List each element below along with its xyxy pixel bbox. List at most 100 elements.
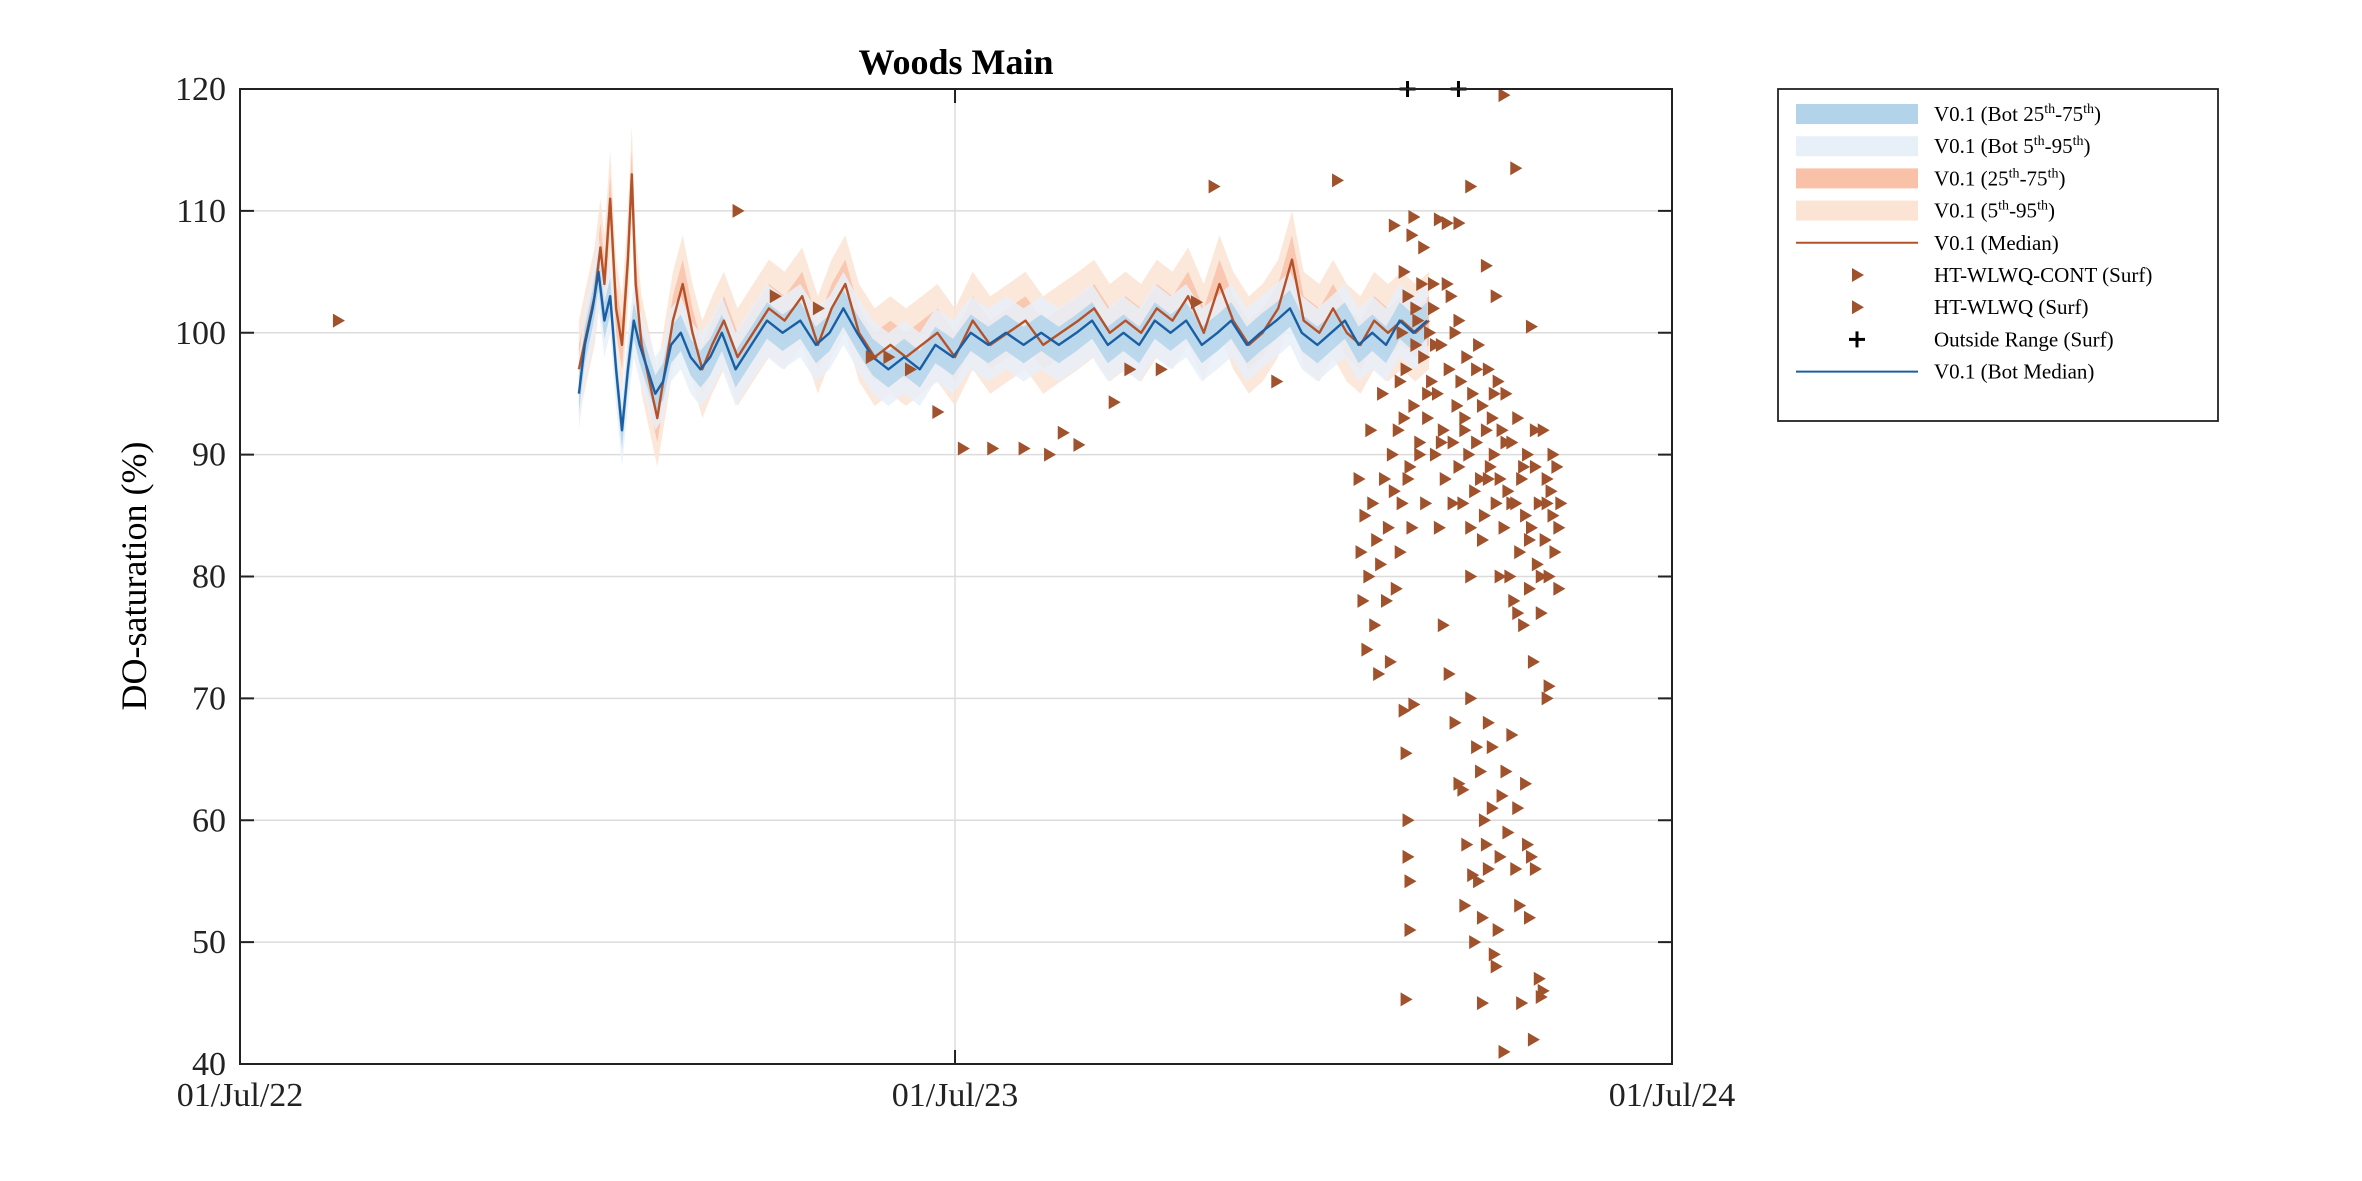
- sample-marker: [1518, 459, 1531, 474]
- legend-item: V0.1 (Bot Median): [1796, 360, 2094, 384]
- sample-marker: [1484, 459, 1497, 474]
- sample-marker: [1553, 520, 1566, 535]
- legend-item: Outside Range (Surf): [1849, 327, 2114, 351]
- y-tick-label: 80: [192, 559, 226, 596]
- sample-marker: [1402, 813, 1415, 828]
- sample-marker: [1465, 179, 1478, 194]
- legend-item: HT-WLWQ-CONT (Surf): [1852, 263, 2152, 287]
- sample-marker: [1527, 1032, 1540, 1047]
- sample-marker: [1398, 411, 1411, 426]
- sample-marker: [1520, 508, 1533, 523]
- sample-marker: [1541, 472, 1554, 486]
- sample-marker: [1490, 289, 1503, 304]
- sample-marker: [1547, 508, 1560, 523]
- sample-marker: [1396, 325, 1409, 340]
- sample-marker: [1353, 472, 1366, 486]
- sample-marker: [1533, 971, 1546, 986]
- sample-marker: [1533, 496, 1546, 511]
- sample-marker: [1498, 520, 1511, 535]
- sample-marker: [1044, 447, 1057, 462]
- bot-median-line: [577, 270, 1428, 432]
- sample-marker: [865, 350, 878, 365]
- sample-marker: [1476, 996, 1489, 1011]
- sample-marker: [1453, 216, 1466, 231]
- sample-marker: [1480, 837, 1493, 852]
- sample-marker: [1408, 697, 1421, 712]
- sample-marker: [957, 441, 970, 456]
- sample-marker: [1451, 398, 1464, 413]
- sample-marker: [1496, 423, 1509, 438]
- legend-swatch: [1852, 268, 1864, 282]
- sample-marker: [1426, 374, 1439, 389]
- legend-item: V0.1 (Bot 25th-75th): [1796, 102, 2101, 126]
- sample-marker: [1418, 350, 1431, 365]
- sample-marker: [1543, 569, 1556, 584]
- legend-item: V0.1 (Bot 5th-95th): [1796, 134, 2091, 158]
- x-tick-label: 01/Jul/24: [1609, 1077, 1736, 1114]
- y-tick-label: 40: [192, 1046, 226, 1083]
- sample-marker: [1404, 459, 1417, 474]
- sample-marker: [1431, 386, 1444, 401]
- sample-marker: [1437, 618, 1450, 633]
- sample-marker: [1502, 484, 1515, 499]
- sample-marker: [1488, 447, 1501, 462]
- sample-marker: [1428, 301, 1441, 316]
- sample-marker: [1512, 411, 1525, 426]
- y-tick-label: 110: [176, 193, 226, 230]
- sample-marker: [1498, 88, 1511, 103]
- y-tick-label: 60: [192, 802, 226, 839]
- sample-marker: [1355, 545, 1368, 560]
- sample-marker: [1471, 740, 1484, 755]
- sample-marker: [1500, 386, 1513, 401]
- sample-marker: [1537, 423, 1550, 438]
- sample-marker: [1492, 374, 1505, 389]
- sample-marker: [1506, 496, 1519, 511]
- legend-label: V0.1 (Bot 5th-95th): [1934, 134, 2091, 158]
- sample-marker: [1390, 581, 1403, 596]
- sample-marker: [1553, 581, 1566, 596]
- legend-swatch: [1796, 168, 1918, 189]
- sample-marker: [1471, 435, 1484, 450]
- sample-marker: [1467, 386, 1480, 401]
- sample-marker: [1476, 398, 1489, 413]
- sample-marker: [1108, 395, 1121, 410]
- y-tick-label: 90: [192, 437, 226, 474]
- sample-marker: [1447, 435, 1460, 450]
- x-tick-label: 01/Jul/22: [177, 1077, 304, 1114]
- sample-marker: [932, 404, 945, 419]
- sample-marker: [1494, 849, 1507, 864]
- sample-marker: [1447, 496, 1460, 511]
- sample-marker: [1480, 258, 1493, 273]
- sample-marker: [1541, 691, 1554, 706]
- sample-marker: [1435, 435, 1448, 450]
- sample-marker: [1537, 983, 1550, 998]
- legend-label: Outside Range (Surf): [1934, 327, 2114, 351]
- sample-marker: [1371, 532, 1384, 547]
- sample-marker: [1443, 667, 1456, 681]
- sample-marker: [1402, 849, 1415, 864]
- sample-marker: [1525, 520, 1538, 535]
- sample-marker: [1373, 667, 1386, 681]
- legend-swatch: [1852, 300, 1864, 315]
- axis-ticks: 40 50 60 70 80 90 100 110 120 01/Jul/22 01/Jul/23 0…: [175, 71, 1735, 1114]
- sample-marker: [1516, 472, 1529, 486]
- sample-marker: [1523, 532, 1536, 547]
- sample-marker: [1469, 935, 1482, 950]
- sample-marker: [1490, 959, 1503, 974]
- sample-marker: [1512, 801, 1525, 816]
- sample-marker: [1506, 727, 1519, 742]
- sample-marker: [1332, 173, 1345, 188]
- sample-marker: [1453, 313, 1466, 328]
- sample-marker: [1433, 520, 1446, 535]
- sample-marker: [1363, 569, 1376, 584]
- sample-marker: [1414, 447, 1427, 462]
- sample-marker: [1486, 740, 1499, 755]
- sample-marker: [1545, 484, 1558, 499]
- sample-marker: [1404, 922, 1417, 937]
- sample-marker: [1465, 569, 1478, 584]
- sample-marker: [1486, 801, 1499, 816]
- sample-marker: [1384, 654, 1397, 669]
- sample-marker: [1502, 825, 1515, 840]
- legend: V0.1 (Bot 25th-75th) V0.1 (Bot 5th-95th) V…: [1777, 88, 2219, 422]
